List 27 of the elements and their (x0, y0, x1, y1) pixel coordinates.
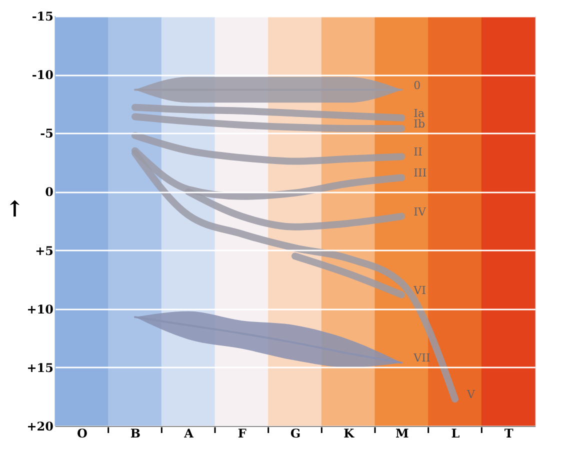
series-label: Ia (414, 106, 426, 120)
series-label: II (414, 146, 422, 159)
series-label: V (466, 388, 476, 402)
y-axis-title: ↑ (6, 196, 24, 222)
x-tick-label: F (238, 426, 247, 440)
y-tick-label: -5 (40, 126, 54, 141)
y-tick-label: +10 (26, 302, 54, 316)
y-tick-label: -15 (32, 10, 54, 24)
series-label: 0 (414, 78, 421, 92)
series-label: Ib (414, 117, 426, 130)
x-tick-label: G (290, 426, 301, 440)
y-tick-label: 0 (45, 185, 54, 200)
y-tick-label: +20 (26, 420, 54, 434)
series-label: III (414, 166, 427, 180)
x-tick-label: O (76, 426, 88, 440)
y-tick-label: +15 (26, 360, 54, 375)
x-tick-label: T (504, 426, 514, 440)
y-tick-label: +5 (35, 244, 54, 258)
x-tick-label: L (451, 426, 460, 440)
x-tick-label: M (396, 426, 409, 440)
series-label: VII (412, 352, 430, 365)
x-tick-label: K (344, 426, 355, 440)
series-label: VI (412, 284, 426, 297)
x-tick-label: A (183, 426, 194, 440)
y-tick-label: -10 (32, 68, 54, 82)
x-tick-label: B (130, 426, 141, 440)
series-label: IV (414, 205, 428, 218)
